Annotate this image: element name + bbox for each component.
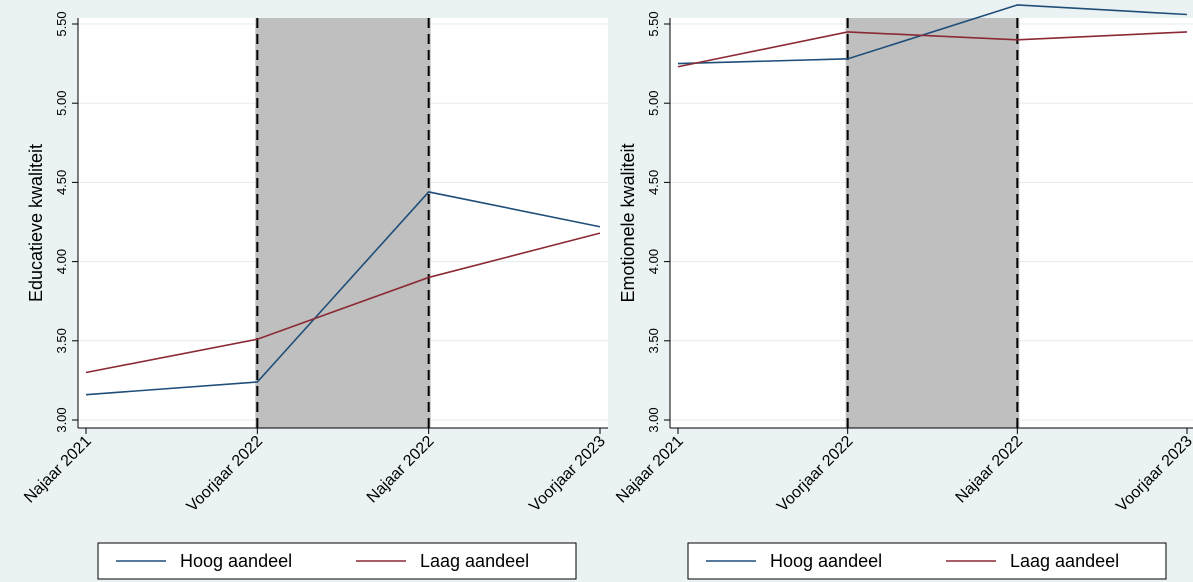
y-tick-label: 3.50 bbox=[54, 328, 69, 353]
legend-box bbox=[687, 542, 1167, 580]
y-tick-label: 5.50 bbox=[54, 11, 69, 36]
x-tick-label: Voorjaar 2023 bbox=[1113, 433, 1193, 516]
legend: Hoog aandeel Laag aandeel bbox=[97, 542, 577, 580]
y-axis-label: Educatieve kwaliteit bbox=[26, 144, 46, 302]
y-tick-label: 4.00 bbox=[54, 249, 69, 274]
legend-label: Hoog aandeel bbox=[180, 551, 292, 571]
y-tick-label: 4.50 bbox=[646, 170, 661, 195]
legend-box bbox=[97, 542, 577, 580]
x-tick-label: Najaar 2021 bbox=[613, 433, 687, 507]
legend-label: Hoog aandeel bbox=[770, 551, 882, 571]
legend: Hoog aandeel Laag aandeel bbox=[687, 542, 1167, 580]
series-line-laag bbox=[677, 31, 1188, 68]
chart-panel-2: 3.00 3.50 4.00 4.50 5.00 5.50 Najaar 2021 Voorj… bbox=[613, 4, 1193, 580]
shaded-period bbox=[255, 18, 431, 428]
y-tick-label: 3.50 bbox=[646, 328, 661, 353]
x-tick-label: Voorjaar 2022 bbox=[184, 433, 267, 516]
y-tick-label: 3.00 bbox=[646, 407, 661, 432]
series-line-laag bbox=[85, 232, 601, 374]
y-tick-label: 4.50 bbox=[54, 170, 69, 195]
series-line-hoog bbox=[677, 4, 1188, 65]
y-tick-label: 5.00 bbox=[646, 91, 661, 116]
legend-label: Laag aandeel bbox=[1010, 551, 1119, 571]
x-tick-label: Najaar 2021 bbox=[21, 433, 95, 507]
y-tick-label: 5.50 bbox=[646, 11, 661, 36]
legend-label: Laag aandeel bbox=[420, 551, 529, 571]
y-tick-label: 5.00 bbox=[54, 91, 69, 116]
x-tick-label: Najaar 2022 bbox=[364, 433, 438, 507]
x-tick-label: Voorjaar 2023 bbox=[526, 433, 609, 516]
y-tick-label: 3.00 bbox=[54, 407, 69, 432]
y-axis-label: Emotionele kwaliteit bbox=[618, 143, 638, 302]
shaded-period bbox=[845, 18, 1020, 428]
y-tick-label: 4.00 bbox=[646, 249, 661, 274]
chart-panel-1: 3.00 3.50 4.00 4.50 5.00 5.50 Najaar 2021 Voorj… bbox=[21, 11, 609, 580]
series-line-hoog bbox=[85, 191, 601, 396]
x-tick-label: Najaar 2022 bbox=[953, 433, 1027, 507]
x-tick-label: Voorjaar 2022 bbox=[774, 433, 857, 516]
